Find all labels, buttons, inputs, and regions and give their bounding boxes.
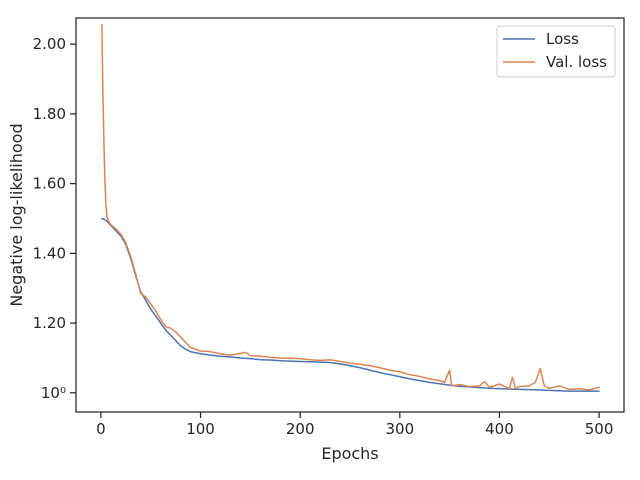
legend-label-1: Val. loss xyxy=(546,53,607,71)
x-axis-ticks: 0 100 200 300 400 500 xyxy=(96,412,613,438)
series-layer xyxy=(101,24,600,392)
plot-frame xyxy=(75,17,625,413)
y-axis-label: Negative log-likelihood xyxy=(7,123,26,306)
x-tick-label-0: 0 xyxy=(96,420,106,438)
y-tick-label-3: 1.60 xyxy=(33,175,66,193)
y-tick-label-0: 10⁰ xyxy=(41,384,66,402)
x-tick-label-5: 500 xyxy=(585,420,614,438)
series-line-1 xyxy=(101,24,600,391)
x-tick-label-3: 300 xyxy=(385,420,414,438)
x-axis-label: Epochs xyxy=(321,444,378,463)
y-tick-label-2: 1.40 xyxy=(33,244,66,262)
series-line-0 xyxy=(101,217,600,392)
legend: Loss Val. loss xyxy=(496,25,616,78)
legend-label-0: Loss xyxy=(546,30,579,48)
x-tick-label-1: 100 xyxy=(186,420,215,438)
y-tick-label-5: 2.00 xyxy=(33,35,66,53)
x-tick-label-4: 400 xyxy=(485,420,514,438)
x-tick-label-2: 200 xyxy=(286,420,315,438)
y-tick-label-1: 1.20 xyxy=(33,314,66,332)
y-tick-label-4: 1.80 xyxy=(33,105,66,123)
y-axis-ticks: 10⁰ 1.20 1.40 1.60 1.80 2.00 xyxy=(33,35,76,402)
